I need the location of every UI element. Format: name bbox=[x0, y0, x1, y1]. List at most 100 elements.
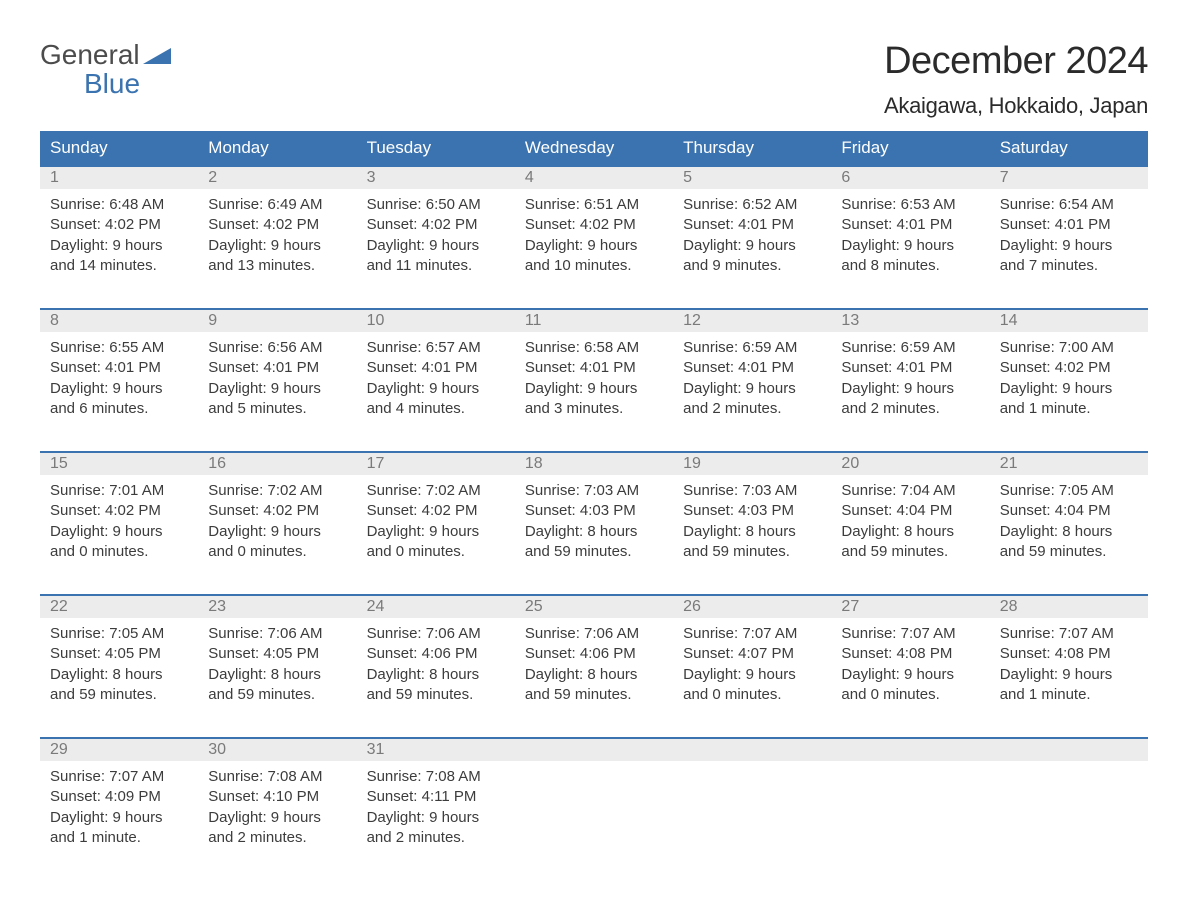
day-header-tuesday: Tuesday bbox=[357, 131, 515, 165]
sunrise-text: Sunrise: 6:51 AM bbox=[525, 195, 663, 215]
day-number: 20 bbox=[831, 453, 989, 475]
daylight-line1: Daylight: 9 hours bbox=[367, 808, 505, 828]
sunset-text: Sunset: 4:02 PM bbox=[208, 215, 346, 235]
sunset-text: Sunset: 4:05 PM bbox=[50, 644, 188, 664]
daylight-line1: Daylight: 8 hours bbox=[1000, 522, 1138, 542]
sunrise-text: Sunrise: 7:05 AM bbox=[50, 624, 188, 644]
daylight-line2: and 0 minutes. bbox=[50, 542, 188, 562]
day-header-friday: Friday bbox=[831, 131, 989, 165]
day-cell: Sunrise: 7:08 AMSunset: 4:11 PMDaylight:… bbox=[357, 761, 515, 866]
daylight-line1: Daylight: 9 hours bbox=[683, 236, 821, 256]
sunset-text: Sunset: 4:03 PM bbox=[525, 501, 663, 521]
day-number: 3 bbox=[357, 167, 515, 189]
day-cell: Sunrise: 7:05 AMSunset: 4:05 PMDaylight:… bbox=[40, 618, 198, 723]
daylight-line2: and 11 minutes. bbox=[367, 256, 505, 276]
day-cell: Sunrise: 7:00 AMSunset: 4:02 PMDaylight:… bbox=[990, 332, 1148, 437]
day-cell: Sunrise: 7:04 AMSunset: 4:04 PMDaylight:… bbox=[831, 475, 989, 580]
daylight-line1: Daylight: 9 hours bbox=[683, 665, 821, 685]
sunset-text: Sunset: 4:06 PM bbox=[367, 644, 505, 664]
daylight-line2: and 2 minutes. bbox=[367, 828, 505, 848]
daylight-line1: Daylight: 9 hours bbox=[1000, 379, 1138, 399]
sunrise-text: Sunrise: 6:53 AM bbox=[841, 195, 979, 215]
daylight-line2: and 6 minutes. bbox=[50, 399, 188, 419]
day-number-row: 15161718192021 bbox=[40, 453, 1148, 475]
daylight-line1: Daylight: 8 hours bbox=[841, 522, 979, 542]
day-cell: Sunrise: 7:06 AMSunset: 4:06 PMDaylight:… bbox=[357, 618, 515, 723]
day-header-saturday: Saturday bbox=[990, 131, 1148, 165]
sunrise-text: Sunrise: 7:02 AM bbox=[208, 481, 346, 501]
sunrise-text: Sunrise: 7:00 AM bbox=[1000, 338, 1138, 358]
sunset-text: Sunset: 4:04 PM bbox=[1000, 501, 1138, 521]
daylight-line2: and 1 minute. bbox=[50, 828, 188, 848]
sunset-text: Sunset: 4:02 PM bbox=[525, 215, 663, 235]
day-cell: Sunrise: 6:59 AMSunset: 4:01 PMDaylight:… bbox=[673, 332, 831, 437]
daylight-line1: Daylight: 8 hours bbox=[683, 522, 821, 542]
day-number bbox=[673, 739, 831, 761]
daylight-line2: and 5 minutes. bbox=[208, 399, 346, 419]
daylight-line1: Daylight: 9 hours bbox=[367, 522, 505, 542]
sunrise-text: Sunrise: 7:01 AM bbox=[50, 481, 188, 501]
sunset-text: Sunset: 4:11 PM bbox=[367, 787, 505, 807]
sunset-text: Sunset: 4:01 PM bbox=[208, 358, 346, 378]
day-number: 13 bbox=[831, 310, 989, 332]
day-number: 19 bbox=[673, 453, 831, 475]
daylight-line2: and 0 minutes. bbox=[208, 542, 346, 562]
sunset-text: Sunset: 4:09 PM bbox=[50, 787, 188, 807]
day-number bbox=[515, 739, 673, 761]
daylight-line2: and 0 minutes. bbox=[683, 685, 821, 705]
daylight-line1: Daylight: 9 hours bbox=[50, 379, 188, 399]
sunset-text: Sunset: 4:01 PM bbox=[841, 358, 979, 378]
day-number: 18 bbox=[515, 453, 673, 475]
daylight-line2: and 0 minutes. bbox=[367, 542, 505, 562]
day-number: 11 bbox=[515, 310, 673, 332]
daylight-line2: and 2 minutes. bbox=[683, 399, 821, 419]
sunrise-text: Sunrise: 7:08 AM bbox=[367, 767, 505, 787]
sunset-text: Sunset: 4:04 PM bbox=[841, 501, 979, 521]
daylight-line2: and 59 minutes. bbox=[525, 685, 663, 705]
sunrise-text: Sunrise: 6:56 AM bbox=[208, 338, 346, 358]
daylight-line1: Daylight: 8 hours bbox=[525, 522, 663, 542]
sunset-text: Sunset: 4:01 PM bbox=[683, 215, 821, 235]
daylight-line1: Daylight: 8 hours bbox=[50, 665, 188, 685]
sunset-text: Sunset: 4:02 PM bbox=[50, 501, 188, 521]
week-row: 1234567Sunrise: 6:48 AMSunset: 4:02 PMDa… bbox=[40, 165, 1148, 294]
daylight-line2: and 7 minutes. bbox=[1000, 256, 1138, 276]
daylight-line1: Daylight: 9 hours bbox=[1000, 665, 1138, 685]
daylight-line2: and 59 minutes. bbox=[525, 542, 663, 562]
sunrise-text: Sunrise: 7:02 AM bbox=[367, 481, 505, 501]
day-cell: Sunrise: 6:53 AMSunset: 4:01 PMDaylight:… bbox=[831, 189, 989, 294]
day-number: 31 bbox=[357, 739, 515, 761]
daylight-line2: and 1 minute. bbox=[1000, 685, 1138, 705]
day-cell: Sunrise: 7:02 AMSunset: 4:02 PMDaylight:… bbox=[357, 475, 515, 580]
sunset-text: Sunset: 4:06 PM bbox=[525, 644, 663, 664]
logo-line-general: General bbox=[40, 40, 171, 69]
header-right: December 2024 Akaigawa, Hokkaido, Japan bbox=[884, 40, 1148, 119]
daylight-line2: and 9 minutes. bbox=[683, 256, 821, 276]
day-cell: Sunrise: 6:59 AMSunset: 4:01 PMDaylight:… bbox=[831, 332, 989, 437]
sunrise-text: Sunrise: 7:06 AM bbox=[367, 624, 505, 644]
sunset-text: Sunset: 4:02 PM bbox=[367, 501, 505, 521]
day-number: 10 bbox=[357, 310, 515, 332]
daylight-line1: Daylight: 9 hours bbox=[208, 522, 346, 542]
sunrise-text: Sunrise: 6:49 AM bbox=[208, 195, 346, 215]
week-row: 22232425262728Sunrise: 7:05 AMSunset: 4:… bbox=[40, 594, 1148, 723]
sunset-text: Sunset: 4:05 PM bbox=[208, 644, 346, 664]
day-headers-row: Sunday Monday Tuesday Wednesday Thursday… bbox=[40, 131, 1148, 165]
daylight-line1: Daylight: 9 hours bbox=[683, 379, 821, 399]
day-number: 1 bbox=[40, 167, 198, 189]
sunrise-text: Sunrise: 7:06 AM bbox=[208, 624, 346, 644]
sunrise-text: Sunrise: 6:59 AM bbox=[683, 338, 821, 358]
day-cell: Sunrise: 7:05 AMSunset: 4:04 PMDaylight:… bbox=[990, 475, 1148, 580]
sunrise-text: Sunrise: 6:58 AM bbox=[525, 338, 663, 358]
day-cell: Sunrise: 7:03 AMSunset: 4:03 PMDaylight:… bbox=[515, 475, 673, 580]
sunrise-text: Sunrise: 6:57 AM bbox=[367, 338, 505, 358]
daylight-line2: and 2 minutes. bbox=[841, 399, 979, 419]
day-number-row: 293031 bbox=[40, 739, 1148, 761]
day-header-thursday: Thursday bbox=[673, 131, 831, 165]
sunset-text: Sunset: 4:02 PM bbox=[1000, 358, 1138, 378]
sunset-text: Sunset: 4:02 PM bbox=[367, 215, 505, 235]
day-cell: Sunrise: 6:50 AMSunset: 4:02 PMDaylight:… bbox=[357, 189, 515, 294]
day-number: 30 bbox=[198, 739, 356, 761]
daylight-line2: and 2 minutes. bbox=[208, 828, 346, 848]
day-cell: Sunrise: 7:01 AMSunset: 4:02 PMDaylight:… bbox=[40, 475, 198, 580]
